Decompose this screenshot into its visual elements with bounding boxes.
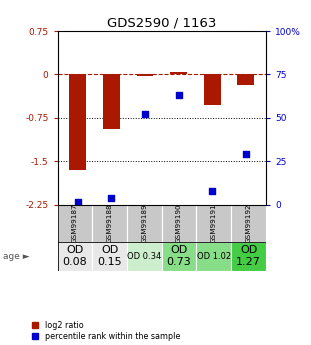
Point xyxy=(176,92,181,98)
Bar xyxy=(58,205,92,243)
Text: GSM99190: GSM99190 xyxy=(176,203,182,243)
Point xyxy=(210,188,215,194)
Point xyxy=(243,151,248,157)
Bar xyxy=(162,205,197,243)
Bar xyxy=(237,75,254,85)
Bar xyxy=(231,205,266,243)
Text: OD
1.27: OD 1.27 xyxy=(236,245,261,267)
Text: age ►: age ► xyxy=(3,252,30,261)
Bar xyxy=(137,75,153,76)
Bar xyxy=(231,243,266,271)
Text: GSM99187: GSM99187 xyxy=(72,203,78,243)
Bar xyxy=(170,71,187,75)
Text: GSM99188: GSM99188 xyxy=(107,203,113,243)
Text: OD 1.02: OD 1.02 xyxy=(197,252,231,260)
Bar xyxy=(92,243,127,271)
Bar xyxy=(197,243,231,271)
Title: GDS2590 / 1163: GDS2590 / 1163 xyxy=(107,17,216,30)
Bar xyxy=(204,75,220,105)
Text: GSM99189: GSM99189 xyxy=(142,203,147,243)
Point xyxy=(142,111,147,117)
Bar xyxy=(127,243,162,271)
Point xyxy=(75,199,80,205)
Bar xyxy=(197,205,231,243)
Text: OD
0.73: OD 0.73 xyxy=(167,245,192,267)
Bar xyxy=(58,243,92,271)
Bar xyxy=(103,75,120,129)
Point xyxy=(109,196,114,201)
Bar xyxy=(69,75,86,170)
Bar xyxy=(127,205,162,243)
Bar xyxy=(162,243,197,271)
Text: OD
0.15: OD 0.15 xyxy=(97,245,122,267)
Text: GSM99192: GSM99192 xyxy=(246,203,252,243)
Text: GSM99191: GSM99191 xyxy=(211,203,217,243)
Text: OD
0.08: OD 0.08 xyxy=(63,245,87,267)
Legend: log2 ratio, percentile rank within the sample: log2 ratio, percentile rank within the s… xyxy=(32,321,180,341)
Text: OD 0.34: OD 0.34 xyxy=(127,252,161,260)
Bar xyxy=(92,205,127,243)
